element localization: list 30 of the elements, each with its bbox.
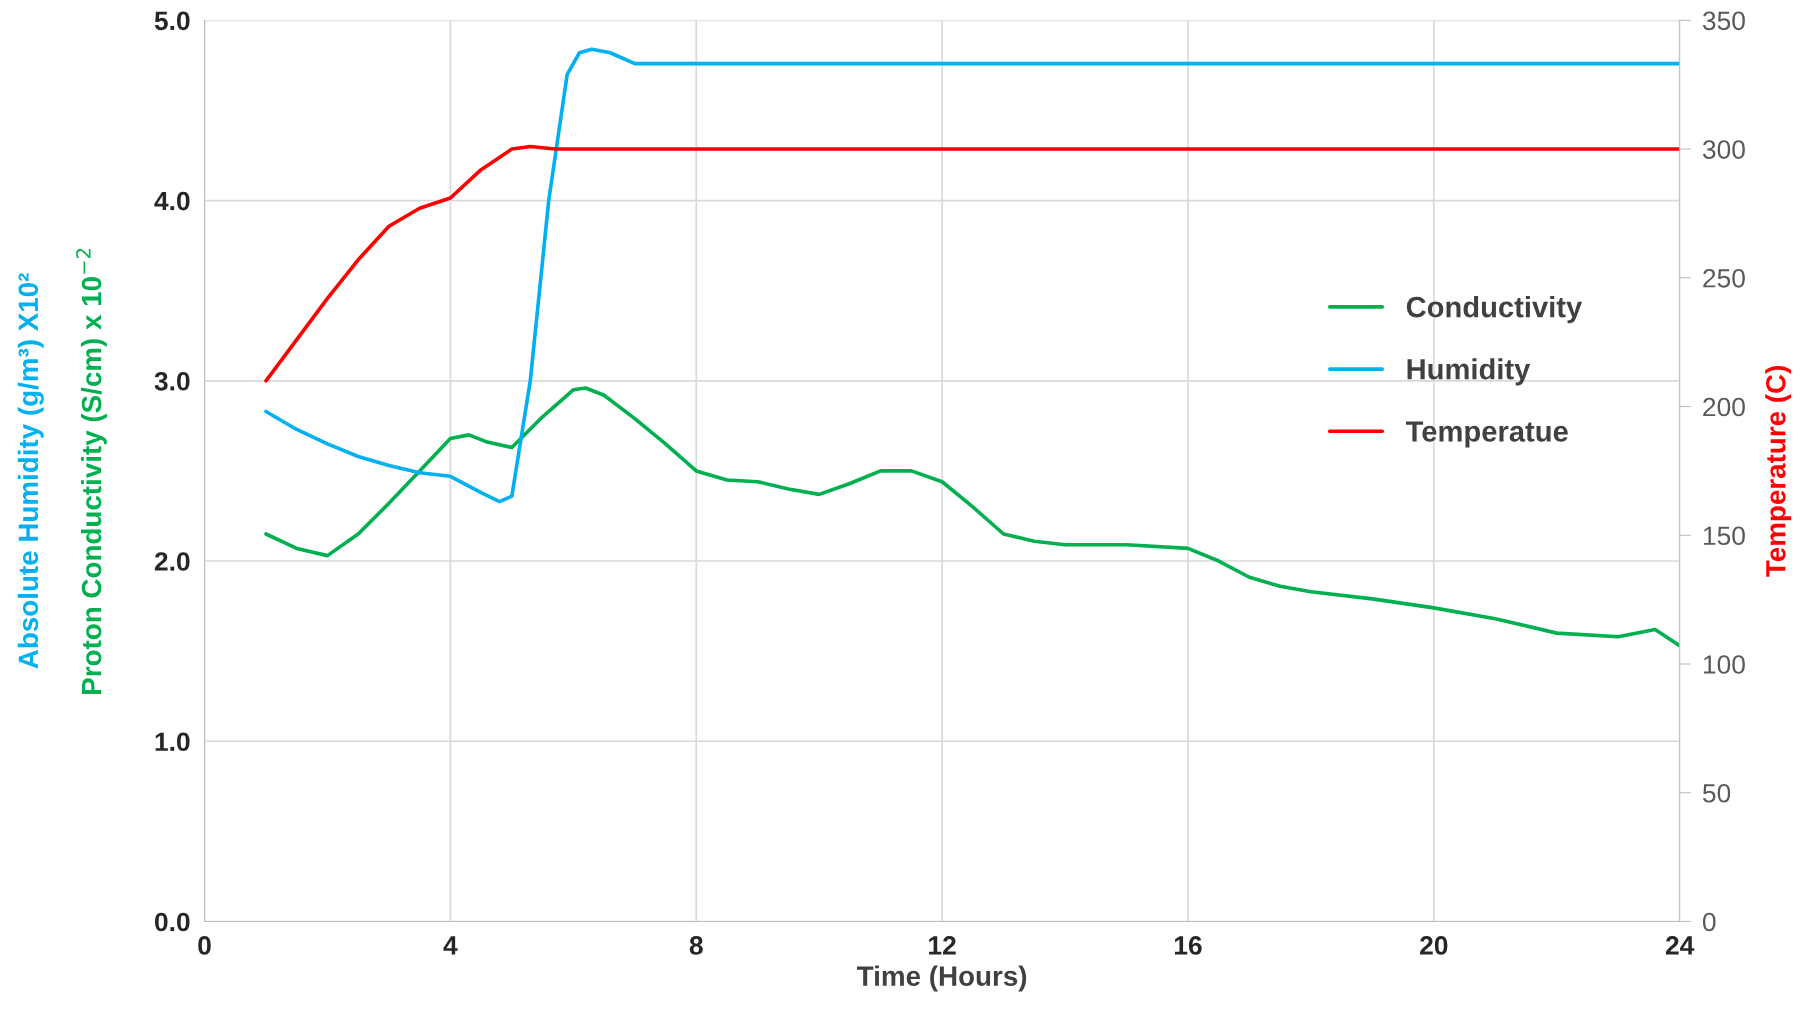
y-tick-label: 0.0 [155, 912, 190, 932]
y2-tick-label: 50 [1702, 783, 1731, 803]
y2-axis-title: Temperature (C) [1765, 366, 1792, 577]
legend-label: Conductivity [1406, 296, 1583, 324]
y-tick-label: 5.0 [154, 11, 190, 31]
x-axis-title: Time (Hours) [857, 965, 1027, 992]
x-tick-label: 24 [1665, 936, 1695, 955]
y-tick-label: 1.0 [155, 732, 190, 752]
text: Absolute Humidity (g/m³) X10² [17, 273, 44, 669]
y2-tick-label: 250 [1703, 268, 1745, 288]
y2-tick-label: 200 [1703, 397, 1745, 417]
y-axis-title: Proton Conductivity (S/cm) x 10$^{−2}$ [76, 248, 107, 694]
x-tick-label: 0 [198, 936, 211, 955]
y-tick-label: 3.0 [154, 371, 190, 391]
line-series [264, 386, 1680, 648]
x-tick-label: 4 [443, 936, 458, 955]
y2-tick-label: 150 [1703, 526, 1745, 546]
y-tick-label: 2.0 [154, 552, 190, 571]
y-tick-label: 4.0 [154, 191, 190, 211]
x-tick-label: 12 [929, 936, 956, 955]
x-tick-label: 20 [1420, 936, 1448, 955]
legend-label: Temperatue [1405, 421, 1568, 448]
y2-tick-label: 100 [1703, 655, 1745, 674]
y2-tick-label: 0 [1702, 912, 1716, 932]
legend-label: Humidity [1407, 358, 1531, 386]
y2-tick-label: 350 [1702, 11, 1745, 31]
x-tick-label: 8 [689, 936, 703, 955]
line-series [264, 47, 1680, 504]
x-tick-label: 16 [1174, 936, 1202, 955]
y2-tick-label: 300 [1702, 140, 1745, 159]
